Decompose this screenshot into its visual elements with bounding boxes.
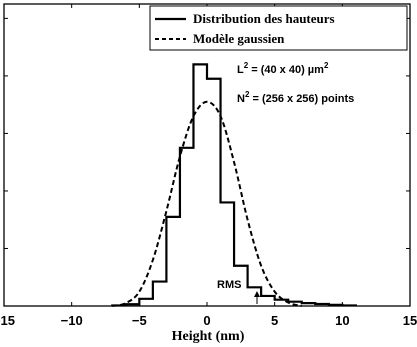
annotation-n2: N2 = (256 x 256) points [237, 90, 354, 105]
series-gaussian-line [112, 100, 302, 307]
x-tick-label: −5 [132, 313, 147, 328]
legend-label-gaussian: Modèle gaussien [193, 31, 285, 46]
x-axis-label: Height (nm) [172, 329, 245, 344]
legend-box [149, 5, 408, 51]
x-tick-label: 0 [203, 313, 210, 328]
x-tick-label: 5 [271, 313, 278, 328]
annotation-rms: RMS [217, 279, 241, 291]
x-tick-label: 15 [403, 313, 417, 328]
legend-label-distribution: Distribution des hauteurs [193, 11, 335, 26]
x-tick-labels: −15 −10 −5 0 5 10 15 [0, 313, 417, 328]
series-histogram-line [111, 63, 357, 307]
x-tick-label: −10 [61, 313, 83, 328]
x-tick-label: −15 [0, 313, 15, 328]
rms-arrow [254, 291, 260, 304]
annotation-l2: L2 = (40 x 40) µm2 [237, 61, 329, 76]
legend: Distribution des hauteurs Modèle gaussie… [149, 5, 408, 51]
x-tick-label: 10 [335, 313, 349, 328]
series-layer [111, 63, 357, 307]
